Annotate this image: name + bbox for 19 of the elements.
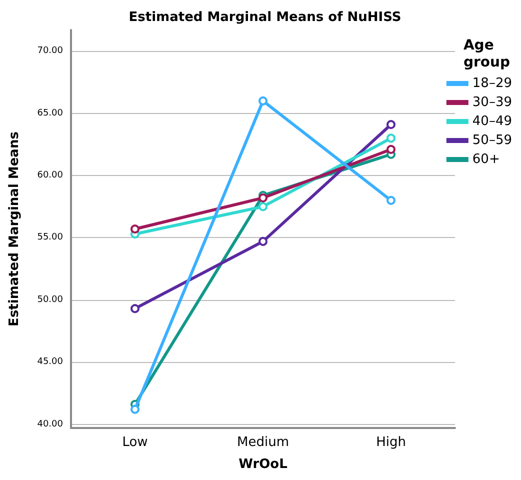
y-tick-label: 55.00 <box>37 232 64 243</box>
y-tick-label: 45.00 <box>37 357 64 368</box>
legend-label: 18–29 <box>472 76 512 91</box>
y-tick-label: 60.00 <box>37 170 64 181</box>
chart-title: Estimated Marginal Means of NuHISS <box>128 10 402 25</box>
legend-label: 50–59 <box>472 133 512 148</box>
legend-label: 40–49 <box>472 114 512 129</box>
y-tick-label: 65.00 <box>37 108 64 118</box>
x-tick-label: Low <box>122 435 148 450</box>
legend-title: Age group <box>463 38 510 70</box>
legend-label: 30–39 <box>472 95 512 110</box>
x-tick-label: Medium <box>237 435 289 450</box>
y-tick-label: 70.00 <box>37 46 64 56</box>
y-tick-label: 40.00 <box>37 419 64 430</box>
legend-label: 60+ <box>472 152 500 167</box>
y-tick-label: 50.00 <box>37 294 64 305</box>
x-tick-label: High <box>376 435 406 450</box>
x-axis-title: WrOoL <box>238 457 288 472</box>
y-axis-title: Estimated Marginal Means <box>7 131 22 326</box>
